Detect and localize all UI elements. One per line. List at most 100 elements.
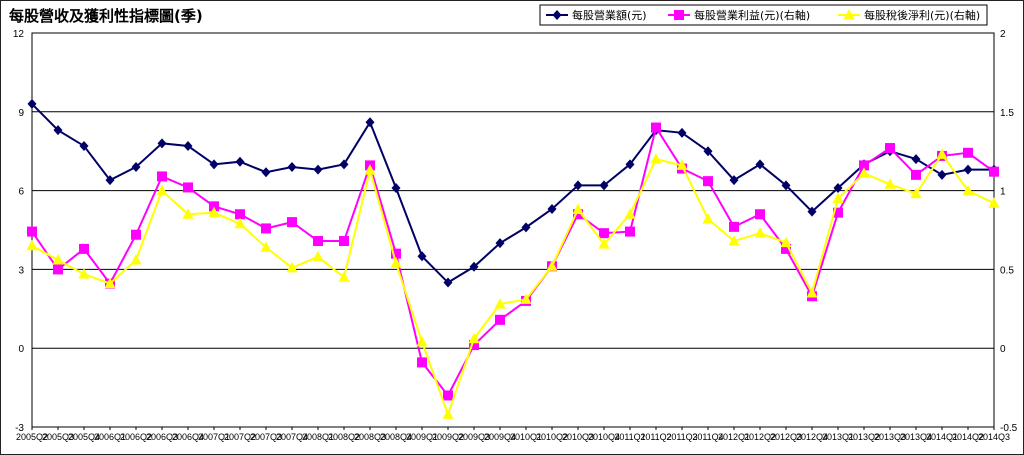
data-point-diamond — [235, 156, 245, 167]
data-point-triangle — [858, 167, 870, 178]
data-point-triangle — [390, 257, 402, 268]
data-point-square — [859, 160, 869, 171]
data-point-diamond — [417, 251, 427, 262]
data-point-diamond — [209, 159, 219, 170]
data-point-diamond — [911, 154, 921, 165]
data-point-square — [625, 226, 635, 237]
x-tick-label: 2012Q4 — [796, 432, 828, 442]
data-point-diamond — [963, 164, 973, 175]
data-point-square — [755, 209, 765, 220]
data-point-triangle — [806, 287, 818, 298]
y-left-tick-label: 6 — [18, 187, 24, 198]
data-point-triangle — [52, 253, 64, 265]
y-right-tick-label: 0 — [1000, 344, 1006, 355]
data-point-diamond — [183, 140, 193, 151]
legend-marker — [843, 9, 855, 20]
data-point-triangle — [598, 238, 610, 249]
data-point-triangle — [572, 203, 584, 215]
y-left-tick-label: 12 — [13, 29, 25, 40]
data-point-diamond — [53, 125, 63, 136]
x-tick-label: 2009Q3 — [458, 432, 490, 442]
data-point-square — [131, 229, 141, 240]
data-point-square — [79, 243, 89, 254]
data-point-triangle — [234, 217, 246, 229]
data-point-triangle — [312, 250, 324, 262]
data-point-diamond — [27, 98, 37, 109]
data-point-triangle — [676, 159, 688, 170]
legend-box — [539, 4, 988, 26]
legend-marker — [552, 10, 562, 20]
data-point-triangle — [208, 206, 220, 218]
data-point-triangle — [832, 192, 844, 203]
data-point-triangle — [26, 239, 38, 251]
x-tick-label: 2011Q2 — [640, 432, 671, 442]
data-point-square — [885, 143, 895, 154]
x-tick-label: 2007Q1 — [198, 432, 230, 442]
data-point-diamond — [521, 222, 531, 233]
x-tick-label: 2014Q3 — [978, 432, 1010, 442]
data-point-square — [183, 182, 193, 193]
data-point-square — [573, 209, 583, 220]
data-point-square — [599, 228, 609, 239]
data-point-diamond — [495, 238, 505, 249]
x-tick-label: 2008Q1 — [302, 432, 334, 442]
data-point-square — [53, 264, 63, 275]
data-point-triangle — [104, 277, 116, 289]
data-point-triangle — [520, 293, 532, 304]
x-tick-label: 2012Q3 — [770, 432, 802, 442]
data-point-diamond — [755, 159, 765, 170]
axes: -3036912-0.500.511.522005Q22005Q32005Q42… — [13, 29, 1018, 442]
data-point-diamond — [339, 159, 349, 170]
x-tick-label: 2013Q1 — [822, 432, 854, 442]
x-tick-label: 2012Q1 — [718, 432, 750, 442]
y-left-tick-label: 3 — [18, 265, 24, 276]
data-point-diamond — [261, 167, 271, 178]
data-point-square — [833, 207, 843, 218]
data-point-diamond — [937, 169, 947, 180]
x-tick-label: 2013Q2 — [848, 432, 880, 442]
data-point-triangle — [182, 208, 194, 219]
data-point-triangle — [364, 164, 376, 175]
data-point-triangle — [286, 261, 298, 273]
x-tick-label: 2011Q4 — [692, 432, 723, 442]
x-tick-label: 2007Q2 — [224, 432, 256, 442]
x-tick-label: 2007Q4 — [276, 432, 308, 442]
data-point-triangle — [780, 236, 792, 248]
data-point-square — [963, 147, 973, 158]
data-point-square — [157, 171, 167, 182]
x-tick-label: 2009Q2 — [432, 432, 464, 442]
y-right-tick-label: 2 — [1000, 29, 1006, 40]
data-point-triangle — [130, 253, 142, 265]
series-layer — [26, 98, 1000, 419]
data-point-square — [495, 314, 505, 325]
y-left-tick-label: -3 — [15, 423, 24, 434]
data-point-diamond — [131, 161, 141, 172]
data-point-triangle — [754, 227, 766, 238]
data-point-triangle — [156, 184, 168, 196]
y-left-tick-label: 0 — [18, 344, 24, 355]
legend-label: 每股營業額(元) — [572, 8, 647, 22]
data-point-triangle — [78, 268, 90, 279]
data-point-diamond — [807, 206, 817, 217]
data-point-triangle — [702, 212, 714, 224]
data-point-square — [729, 221, 739, 232]
y-right-tick-label: 1.5 — [1000, 108, 1014, 119]
data-point-diamond — [79, 140, 89, 151]
data-point-triangle — [650, 153, 662, 164]
data-point-square — [209, 201, 219, 212]
x-tick-label: 2006Q3 — [146, 432, 178, 442]
data-point-diamond — [677, 127, 687, 138]
data-point-triangle — [442, 408, 454, 419]
data-point-triangle — [962, 184, 974, 196]
x-tick-label: 2014Q2 — [952, 432, 984, 442]
data-point-square — [703, 176, 713, 187]
legend-label: 每股營業利益(元)(右軸) — [694, 8, 810, 22]
plot-area — [32, 33, 994, 427]
data-point-diamond — [443, 277, 453, 288]
x-tick-label: 2006Q4 — [172, 432, 204, 442]
data-point-diamond — [729, 175, 739, 186]
y-right-tick-label: 0.5 — [1000, 265, 1014, 276]
x-tick-label: 2006Q2 — [120, 432, 152, 442]
